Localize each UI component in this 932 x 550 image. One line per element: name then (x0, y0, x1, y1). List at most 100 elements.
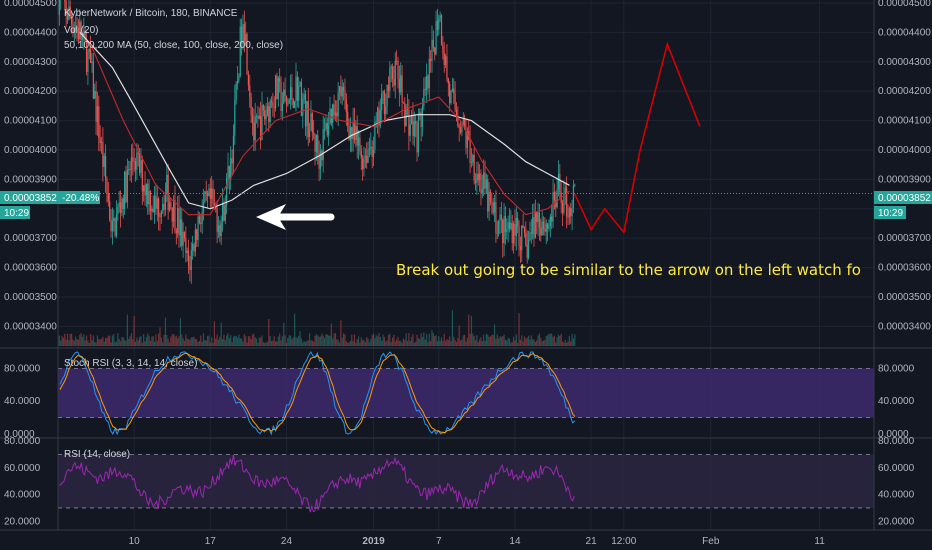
candle-body (75, 27, 77, 30)
candle-body (99, 138, 101, 144)
candle-body (382, 91, 384, 94)
right-price-axis[interactable]: 0.00003400 0.00003500 0.00003600 0.00003700… (878, 0, 931, 332)
volume-bar (485, 333, 487, 346)
volume-bar (201, 341, 203, 346)
candle-body (201, 211, 203, 224)
stoch-legend[interactable]: Stoch RSI (3, 3, 14, 14, close) (64, 358, 197, 369)
volume-bar (465, 341, 467, 346)
candle-body (173, 200, 175, 222)
volume-bar (514, 340, 516, 346)
candle-body (71, 16, 73, 24)
candle-body (145, 183, 147, 196)
volume-bar (212, 342, 214, 346)
volume-bar (216, 334, 218, 346)
candle-body (66, 14, 69, 20)
right-price-tick: 0.00003900 (878, 174, 931, 185)
candle-body (234, 99, 236, 136)
volume-bar (80, 333, 82, 346)
left-price-axis[interactable]: 0.00003400 0.00003500 0.00003600 0.00003700… (4, 0, 57, 332)
volume-bar (553, 335, 555, 346)
volume-bar (130, 333, 133, 346)
ma-legend[interactable]: 50,100,200 MA (50, close, 100, close, 20… (64, 40, 283, 51)
candle-body (440, 15, 443, 46)
volume-bar (488, 336, 490, 346)
candle-body (289, 87, 292, 100)
volume-bar (128, 338, 130, 346)
volume-bar (474, 340, 477, 346)
volume-bar (314, 335, 316, 346)
candle-body (243, 24, 245, 42)
volume-bar (158, 333, 160, 346)
candle-body (262, 105, 264, 111)
volume-bar (231, 342, 233, 346)
main-pane[interactable]: Break out going to be similar to the arr… (57, 0, 874, 530)
volume-bar (349, 340, 351, 346)
volume-bar (377, 336, 379, 346)
volume-bar (300, 338, 303, 346)
volume-bar (348, 342, 350, 346)
volume-bar (148, 335, 150, 346)
candle-body (288, 99, 290, 104)
candle-body (474, 180, 477, 183)
candle-body (453, 88, 455, 94)
volume-bar (383, 337, 385, 346)
candle-body (212, 188, 214, 204)
main-legend[interactable]: KyberNetwork / Bitcoin, 180, BINANCE Vol… (64, 8, 283, 51)
volume-bar (85, 335, 88, 346)
volume-bar (110, 342, 112, 346)
left-arrow (256, 204, 335, 230)
ma50-line (90, 43, 570, 216)
volume-bar (378, 333, 380, 346)
candle-body (124, 171, 126, 209)
stoch-rsi-pane[interactable] (58, 351, 874, 436)
volume-bar (81, 337, 84, 346)
volume-bar (568, 335, 570, 346)
volume-bar (333, 333, 335, 346)
volume-bar (549, 333, 551, 346)
time-axis[interactable]: 10 17 24 2019 7 14 21 12:00 Feb 11 (129, 536, 826, 547)
volume-legend[interactable]: Vol (20) (64, 25, 98, 36)
rsi-legend[interactable]: RSI (14, close) (64, 449, 130, 460)
candle-body (362, 158, 364, 169)
right-price-tick: 0.00003600 (878, 263, 931, 274)
volume-bar (404, 339, 406, 346)
symbol-title[interactable]: KyberNetwork / Bitcoin, 180, BINANCE (64, 8, 238, 19)
candle-body (383, 91, 385, 115)
candle-body (186, 250, 188, 254)
volume-bar (338, 342, 341, 346)
candle-body (255, 116, 258, 118)
candle-body (254, 116, 256, 141)
candle-body (194, 229, 196, 252)
arrow-head (256, 204, 286, 230)
candle-body (352, 122, 354, 140)
volume-bar (276, 341, 278, 346)
volume-bar (398, 340, 400, 346)
candle-body (260, 115, 262, 140)
candle-body (413, 121, 415, 137)
volume-bar (536, 340, 538, 346)
candle-body (567, 216, 569, 218)
volume-bar (351, 334, 353, 346)
candle-body (291, 87, 293, 100)
volume-bar (529, 339, 531, 346)
volume-bar (284, 335, 286, 346)
candle-body (427, 75, 429, 89)
volume-bar (541, 341, 543, 346)
volume-bar (156, 341, 158, 346)
volume-bar (538, 333, 541, 346)
volume-bar (571, 334, 573, 346)
volume-bar (291, 339, 293, 346)
rsi-pane[interactable] (58, 453, 874, 513)
time-tick: 2019 (362, 536, 385, 547)
candle-body (438, 18, 440, 30)
candle-body (489, 191, 492, 202)
candle-body (574, 184, 576, 186)
candle-body (321, 150, 323, 161)
candle-body (181, 219, 183, 246)
candle-body (103, 155, 105, 167)
volume-bar (534, 341, 536, 346)
volume-bar (495, 338, 497, 346)
volume-bar (455, 342, 458, 346)
volume-bar (440, 337, 443, 346)
